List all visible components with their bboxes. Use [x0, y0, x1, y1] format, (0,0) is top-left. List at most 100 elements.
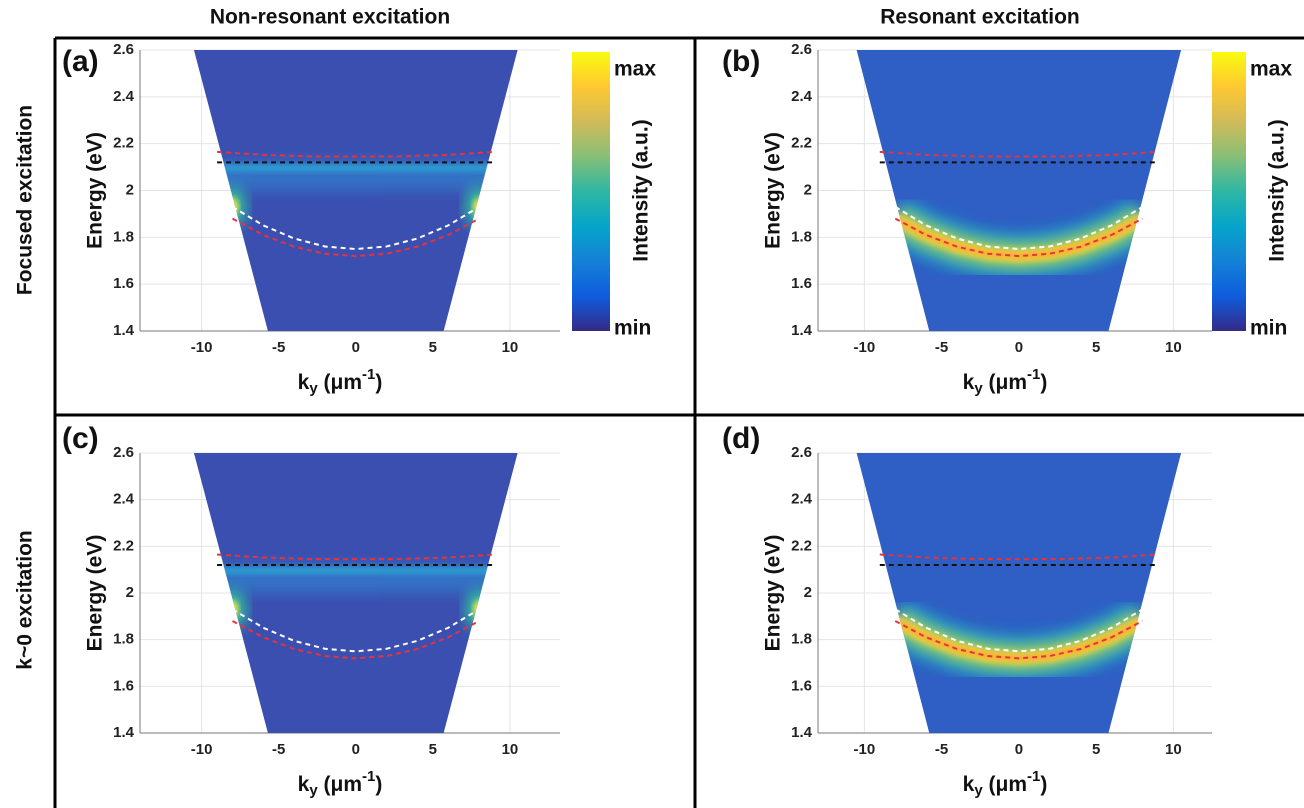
x-axis-label: ky (μm-1)	[298, 768, 383, 799]
y-tick-label: 1.6	[791, 275, 812, 292]
x-label-part: y	[974, 380, 983, 397]
x-tick-label: 10	[1165, 339, 1182, 356]
x-label-part: y	[309, 380, 318, 397]
dashed-curve	[216, 553, 495, 561]
x-tick-label: -5	[272, 741, 285, 758]
x-tick-label: 0	[352, 339, 360, 356]
x-tick-label: 10	[502, 741, 519, 758]
panel-label: (c)	[62, 422, 99, 455]
colorbar	[572, 52, 610, 331]
x-tick-label: -5	[272, 339, 285, 356]
y-tick-label: 2.2	[113, 537, 134, 554]
x-tick-label: -5	[935, 741, 948, 758]
x-label-part: k	[298, 371, 310, 394]
x-label-part: -1	[362, 768, 375, 785]
colorbar-min: min	[1250, 317, 1287, 340]
panel-label: (a)	[62, 45, 99, 78]
y-tick-label: 1.6	[791, 677, 812, 694]
x-axis-label: ky (μm-1)	[963, 366, 1048, 397]
y-axis-label: Energy (eV)	[84, 132, 107, 249]
y-tick-label: 2	[126, 181, 134, 198]
x-axis-label: ky (μm-1)	[298, 366, 383, 397]
y-tick-label: 2.6	[113, 444, 134, 461]
dashed-curve	[894, 206, 1143, 251]
colorbar-max: max	[1250, 58, 1292, 81]
dashed-curve	[216, 150, 495, 158]
y-axis-label: Energy (eV)	[762, 535, 785, 652]
y-tick-label: 1.8	[791, 631, 812, 648]
emission-band	[193, 567, 518, 574]
x-tick-label: 10	[1165, 741, 1182, 758]
x-label-part: )	[1040, 371, 1047, 394]
x-label-part: (μm	[983, 371, 1027, 394]
panel-label: (d)	[722, 422, 760, 455]
y-tick-label: 2.2	[791, 537, 812, 554]
panel: 1.4 1.6 1.8 2 2.2 2.4 2.6 -10 -5 0 5 10 (c) Energy (e…	[62, 422, 560, 799]
x-tick-label: -5	[935, 339, 948, 356]
x-label-part: k	[963, 773, 975, 796]
x-label-part: y	[309, 782, 318, 799]
y-tick-label: 2.2	[113, 135, 134, 152]
x-label-part: k	[963, 371, 975, 394]
y-tick-label: 1.4	[791, 724, 813, 741]
y-tick-label: 1.8	[791, 228, 812, 245]
colorbar-label: Intensity (a.u.)	[630, 119, 653, 261]
x-tick-label: -10	[854, 339, 876, 356]
aperture	[856, 453, 1182, 733]
y-tick-label: 2.6	[791, 444, 812, 461]
y-tick-label: 1.8	[113, 631, 134, 648]
y-tick-label: 1.6	[113, 677, 134, 694]
y-tick-label: 2.6	[791, 41, 812, 58]
x-label-part: (μm	[318, 371, 362, 394]
x-tick-label: 5	[1092, 741, 1100, 758]
y-tick-label: 1.6	[113, 275, 134, 292]
y-tick-label: 2	[126, 584, 134, 601]
x-tick-label: 5	[429, 339, 437, 356]
x-tick-label: -10	[191, 339, 213, 356]
panel: 1.4 1.6 1.8 2 2.2 2.4 2.6 -10 -5 0 5 10 (b) Energy (e…	[722, 41, 1292, 397]
y-tick-label: 2	[804, 584, 812, 601]
x-tick-label: 0	[1015, 741, 1023, 758]
y-tick-label: 1.4	[791, 322, 813, 339]
row-title: Focused excitation	[14, 105, 37, 295]
x-label-part: )	[375, 371, 382, 394]
y-tick-label: 2.4	[791, 491, 813, 508]
x-label-part: k	[298, 773, 310, 796]
dashed-curve	[879, 150, 1158, 158]
panel: 1.4 1.6 1.8 2 2.2 2.4 2.6 -10 -5 0 5 10 (a) Energy (e…	[62, 41, 656, 397]
dashed-curve	[894, 620, 1143, 660]
y-tick-label: 2.4	[791, 88, 813, 105]
aperture	[856, 50, 1182, 331]
y-tick-label: 2.4	[113, 491, 135, 508]
y-tick-label: 2	[804, 181, 812, 198]
panel: 1.4 1.6 1.8 2 2.2 2.4 2.6 -10 -5 0 5 10 (d) Energy (e…	[722, 422, 1212, 799]
y-tick-label: 2.6	[113, 41, 134, 58]
panel-label: (b)	[722, 45, 760, 78]
x-tick-label: 5	[429, 741, 437, 758]
x-label-part: (μm	[318, 773, 362, 796]
x-tick-label: 0	[352, 741, 360, 758]
x-tick-label: 10	[502, 339, 519, 356]
colorbar-max: max	[614, 58, 656, 81]
y-tick-label: 1.8	[113, 228, 134, 245]
x-label-part: -1	[1027, 768, 1040, 785]
dashed-curve	[231, 608, 480, 653]
dashed-curve	[894, 608, 1143, 653]
y-axis-label: Energy (eV)	[84, 535, 107, 652]
dashed-curve	[231, 206, 480, 251]
x-tick-label: -10	[854, 741, 876, 758]
row-title: k~0 excitation	[14, 530, 37, 669]
panel-borders	[53, 36, 1304, 808]
y-tick-label: 1.4	[113, 322, 135, 339]
x-label-part: y	[974, 782, 983, 799]
dashed-curve	[232, 217, 480, 258]
x-axis-label: ky (μm-1)	[963, 768, 1048, 799]
dashed-curve	[232, 620, 480, 660]
colorbar-min: min	[614, 317, 651, 340]
x-label-part: )	[1040, 773, 1047, 796]
x-label-part: )	[375, 773, 382, 796]
colorbar	[1212, 52, 1246, 331]
emission-band	[193, 164, 518, 172]
y-tick-label: 2.4	[113, 88, 135, 105]
